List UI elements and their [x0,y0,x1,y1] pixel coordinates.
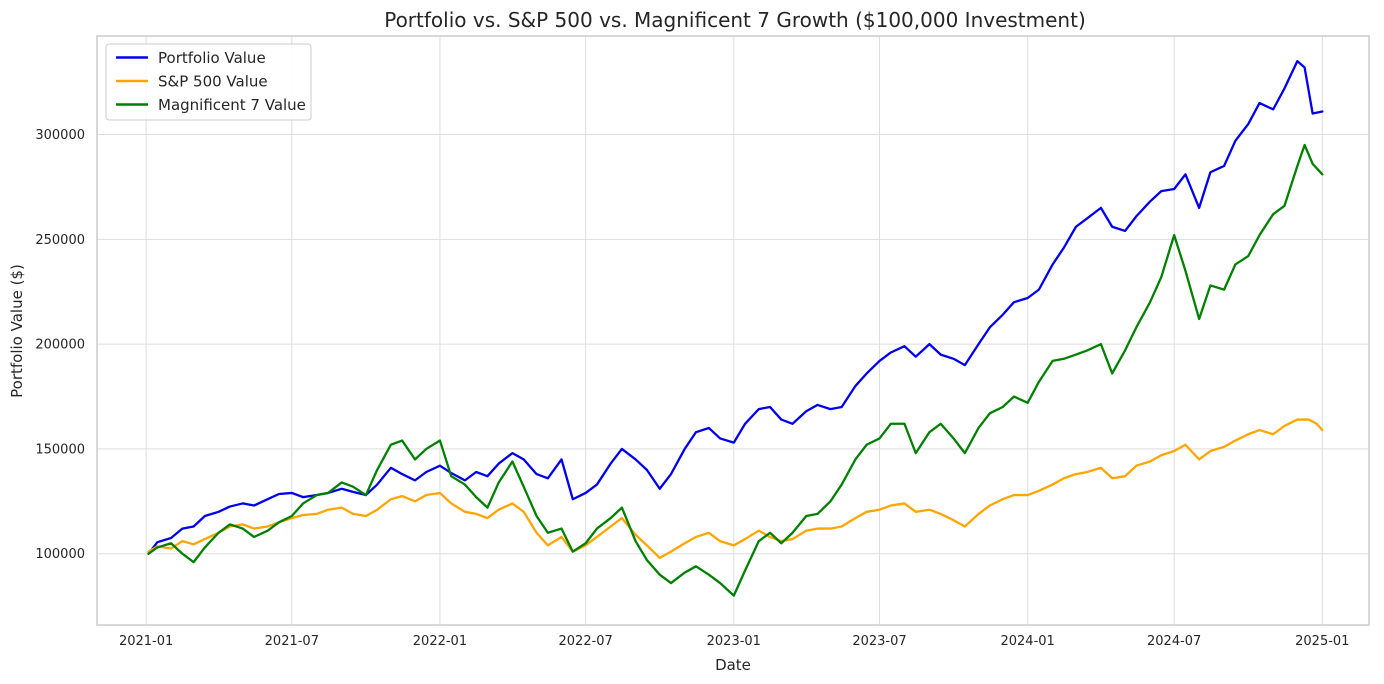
x-tick-label: 2022-01 [413,634,467,649]
grid [97,36,1369,625]
chart-title: Portfolio vs. S&P 500 vs. Magnificent 7 … [384,8,1086,32]
legend-label: S&P 500 Value [158,73,268,91]
x-tick-label: 2023-01 [707,634,761,649]
legend-label: Portfolio Value [158,49,266,67]
x-tick-label: 2024-07 [1147,634,1201,649]
series-line-2 [147,418,1324,560]
y-tick-label: 300000 [35,128,85,143]
x-axis-label: Date [715,656,751,674]
series-line-1 [147,60,1324,555]
x-tick-label: 2025-01 [1295,634,1349,649]
legend-label: Magnificent 7 Value [158,96,306,114]
series-line-3 [147,143,1324,597]
legend: Portfolio Value S&P 500 Value Magnificent … [105,43,312,121]
y-tick-label: 100000 [35,547,85,562]
y-tick-label: 250000 [35,233,85,248]
tick-labels: 2021-01 2021-07 2022-01 2022-07 2023-01 2023-… [35,128,1349,649]
y-tick-label: 200000 [35,338,85,353]
x-tick-label: 2021-07 [265,634,319,649]
plot-frame [96,35,1370,626]
x-tick-label: 2022-07 [559,634,613,649]
x-tick-label: 2021-01 [119,634,173,649]
y-axis-label: Portfolio Value ($) [8,264,26,398]
x-tick-label: 2024-01 [1000,634,1054,649]
y-tick-label: 150000 [35,442,85,457]
plot-series [147,60,1324,597]
legend-box [105,43,312,121]
x-tick-label: 2023-07 [852,634,906,649]
